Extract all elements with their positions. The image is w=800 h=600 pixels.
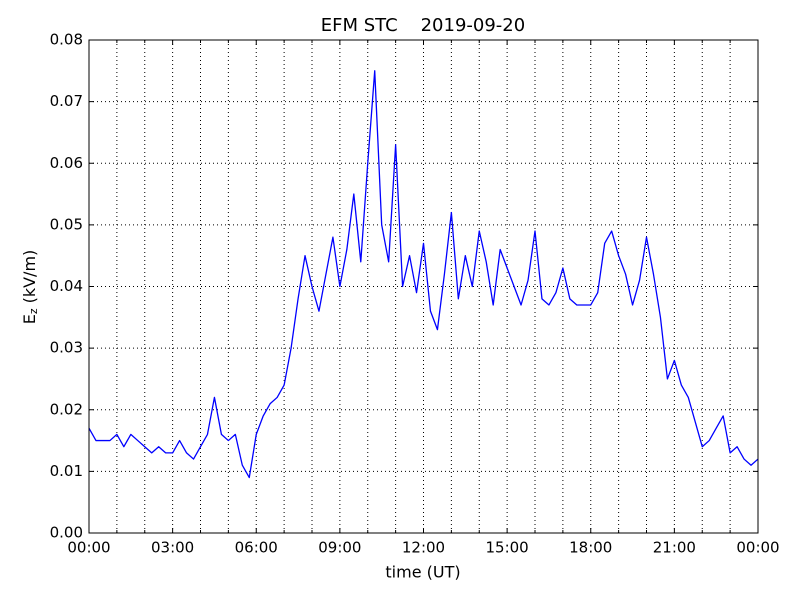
- x-tick-label: 00:00: [67, 539, 110, 557]
- y-label-unit: (kV/m): [20, 250, 39, 304]
- y-tick-label: 0.04: [50, 277, 83, 295]
- x-tick-label: 15:00: [486, 539, 529, 557]
- y-tick-label: 0.00: [50, 524, 83, 542]
- y-label-symbol: E: [20, 314, 39, 324]
- x-tick-label: 06:00: [235, 539, 278, 557]
- data-line: [88, 70, 759, 479]
- x-tick-label: 21:00: [653, 539, 696, 557]
- y-tick-label: 0.01: [50, 462, 83, 480]
- x-tick-label: 00:00: [736, 539, 779, 557]
- y-tick-label: 0.02: [50, 400, 83, 418]
- y-tick-label: 0.08: [50, 31, 83, 49]
- x-tick-label: 18:00: [569, 539, 612, 557]
- x-tick-label: 03:00: [151, 539, 194, 557]
- chart-title: EFM STC 2019-09-20: [321, 15, 525, 36]
- plot-frame: [88, 39, 759, 534]
- x-axis-label: time (UT): [385, 563, 460, 582]
- y-tick-label: 0.05: [50, 215, 83, 233]
- y-tick-label: 0.07: [50, 92, 83, 110]
- y-label-subscript: z: [27, 308, 40, 314]
- y-tick-label: 0.06: [50, 154, 83, 172]
- y-axis-label: Ez (kV/m): [20, 250, 41, 325]
- y-tick-label: 0.03: [50, 339, 83, 357]
- x-tick-label: 09:00: [318, 539, 361, 557]
- x-tick-label: 12:00: [402, 539, 445, 557]
